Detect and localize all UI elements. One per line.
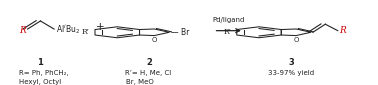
Text: R’: R’ [223, 28, 231, 36]
Text: 2: 2 [146, 58, 152, 67]
Text: Hexyl, Octyl: Hexyl, Octyl [19, 79, 61, 85]
Text: R’= H, Me, Cl: R’= H, Me, Cl [125, 70, 171, 76]
Text: R’: R’ [82, 28, 90, 36]
Text: R: R [339, 26, 346, 35]
Text: Al$^i$Bu$_2$: Al$^i$Bu$_2$ [56, 22, 80, 36]
Text: +: + [96, 22, 104, 32]
Text: R= Ph, PhCH₂,: R= Ph, PhCH₂, [19, 70, 69, 76]
Text: R: R [19, 26, 26, 35]
Text: O: O [152, 37, 157, 43]
Text: — Br: — Br [171, 28, 189, 37]
Text: Pd/ligand: Pd/ligand [212, 17, 245, 23]
Text: 3: 3 [288, 58, 294, 67]
Text: 1: 1 [37, 58, 43, 67]
Text: O: O [293, 37, 299, 43]
Text: Br, MeO: Br, MeO [126, 79, 154, 85]
Text: 33-97% yield: 33-97% yield [268, 70, 314, 76]
